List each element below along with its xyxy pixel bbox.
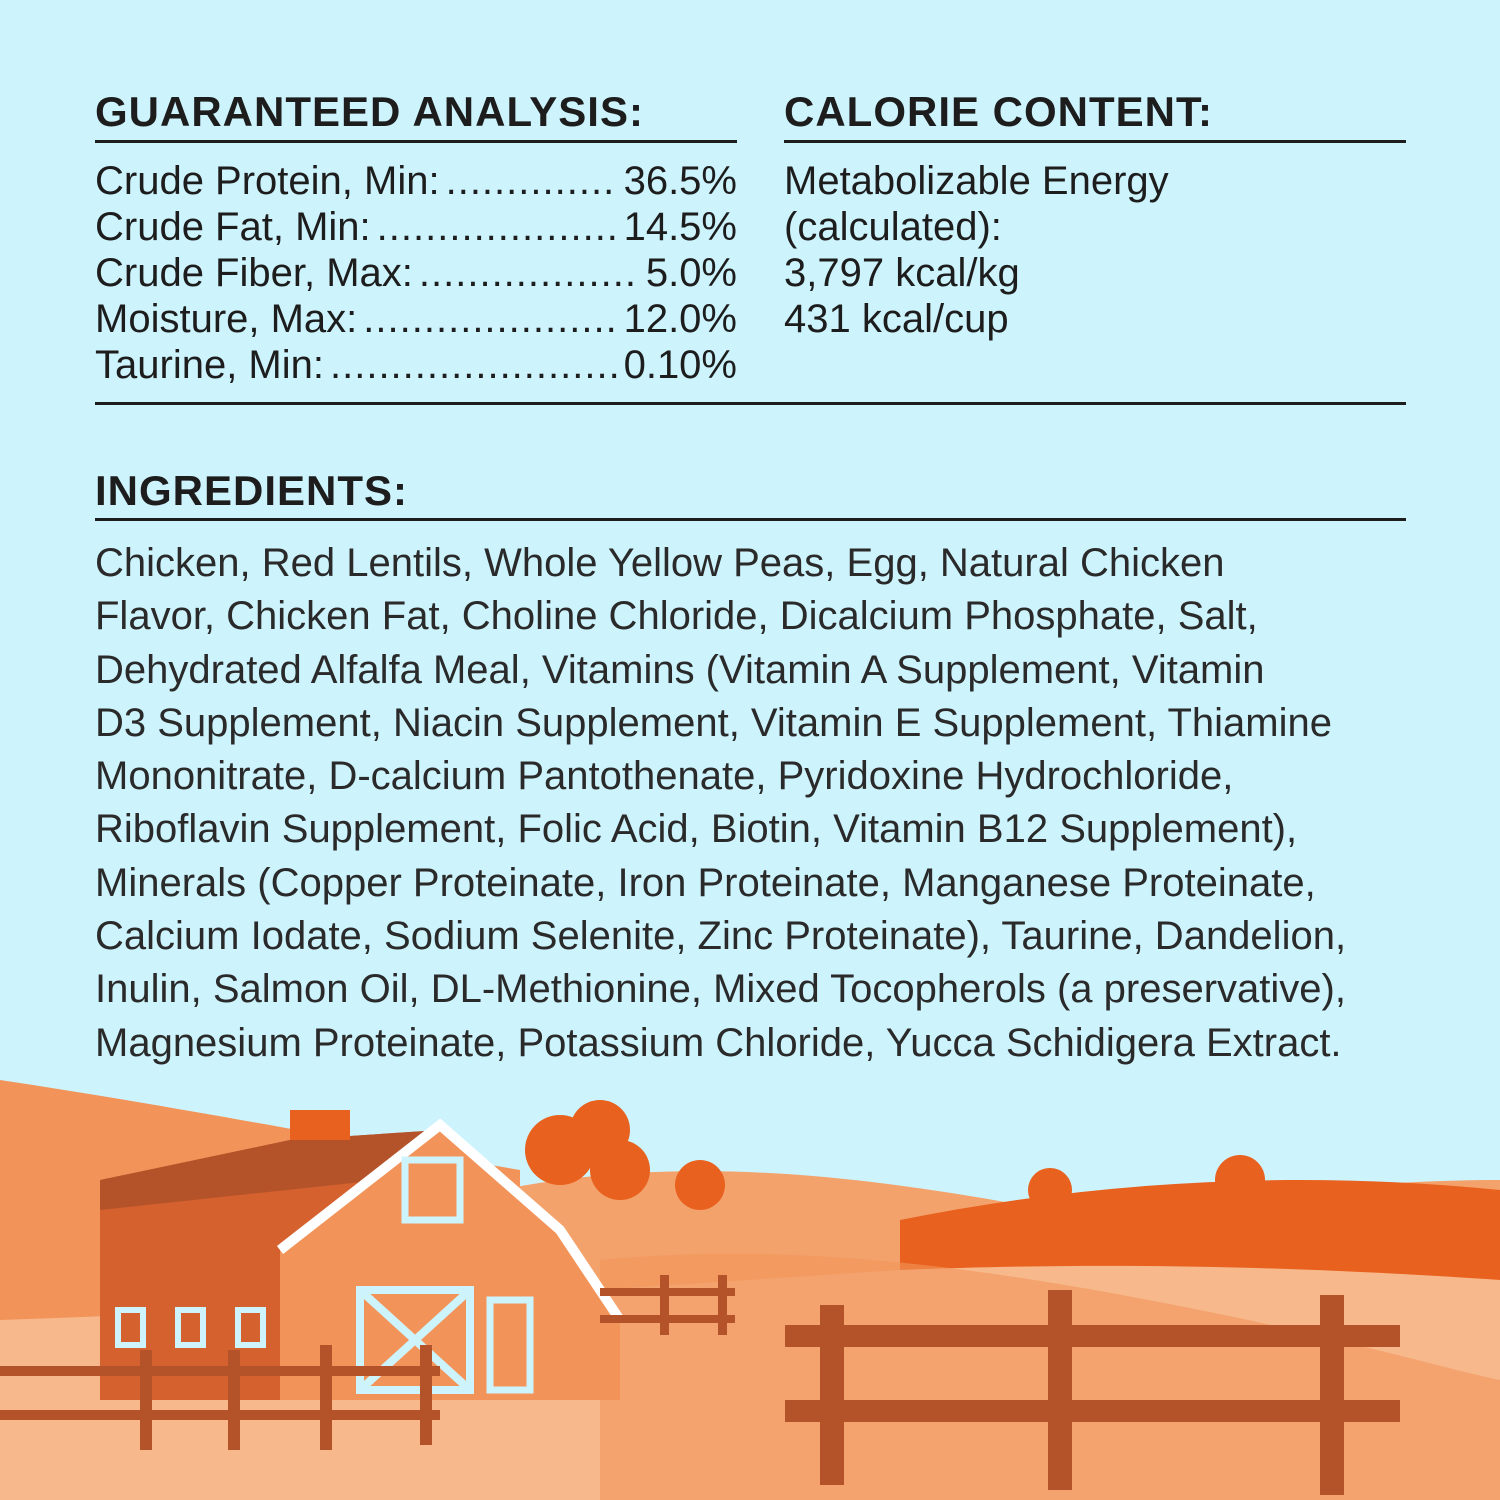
calorie-content: Metabolizable Energy (calculated): 3,797… xyxy=(784,158,1169,342)
analysis-row: Moisture, Max: 12.0% xyxy=(95,296,737,342)
dot-leader xyxy=(363,296,617,342)
analysis-label: Crude Fiber, Max: xyxy=(95,251,413,295)
dot-leader xyxy=(330,342,618,388)
ingredients-line: Riboflavin Supplement, Folic Acid, Bioti… xyxy=(95,807,1298,852)
analysis-label: Moisture, Max: xyxy=(95,297,358,341)
calorie-line: 3,797 kcal/kg xyxy=(784,251,1020,295)
analysis-label: Taurine, Min: xyxy=(95,343,324,387)
guaranteed-analysis-heading: GUARANTEED ANALYSIS: xyxy=(95,88,644,135)
divider xyxy=(95,518,1406,521)
divider xyxy=(95,402,1406,405)
ingredients-line: Chicken, Red Lentils, Whole Yellow Peas,… xyxy=(95,541,1225,585)
analysis-row: Crude Fat, Min: 14.5% xyxy=(95,204,737,250)
ingredients-heading: INGREDIENTS: xyxy=(95,467,409,514)
calorie-line: Metabolizable Energy xyxy=(784,159,1169,203)
guaranteed-analysis-table: Crude Protein, Min: 36.5% Crude Fat, Min:… xyxy=(95,158,737,388)
dot-leader xyxy=(446,158,618,204)
dot-leader xyxy=(419,250,640,296)
analysis-value: 5.0% xyxy=(645,251,737,295)
ingredients-list: Chicken, Red Lentils, Whole Yellow Peas,… xyxy=(95,537,1346,1070)
divider xyxy=(784,140,1406,143)
ingredients-line: Mononitrate, D-calcium Pantothenate, Pyr… xyxy=(95,754,1234,799)
fence xyxy=(0,1275,1400,1495)
ingredients-line: Calcium Iodate, Sodium Selenite, Zinc Pr… xyxy=(95,914,1347,959)
ingredients-line: Flavor, Chicken Fat, Choline Chloride, D… xyxy=(95,594,1258,639)
calorie-line: (calculated): xyxy=(784,205,1002,249)
analysis-label: Crude Fat, Min: xyxy=(95,205,371,249)
ingredients-line: Dehydrated Alfalfa Meal, Vitamins (Vitam… xyxy=(95,647,1265,692)
barn xyxy=(100,1110,625,1400)
trees xyxy=(525,1100,1370,1280)
ingredients-line: Magnesium Proteinate, Potassium Chloride… xyxy=(95,1020,1342,1065)
ingredients-line: D3 Supplement, Niacin Supplement, Vitami… xyxy=(95,700,1332,745)
analysis-row: Crude Protein, Min: 36.5% xyxy=(95,158,737,204)
ingredients-line: Minerals (Copper Proteinate, Iron Protei… xyxy=(95,860,1316,905)
analysis-label: Crude Protein, Min: xyxy=(95,159,440,203)
ingredients-line: Inulin, Salmon Oil, DL-Methionine, Mixed… xyxy=(95,967,1346,1012)
analysis-value: 14.5% xyxy=(623,205,737,249)
analysis-row: Taurine, Min: 0.10% xyxy=(95,342,737,388)
dot-leader xyxy=(377,204,618,250)
calorie-content-heading: CALORIE CONTENT: xyxy=(784,88,1213,135)
analysis-value: 12.0% xyxy=(623,297,737,341)
analysis-row: Crude Fiber, Max: 5.0% xyxy=(95,250,737,296)
analysis-value: 36.5% xyxy=(623,159,737,203)
analysis-value: 0.10% xyxy=(623,343,737,387)
divider xyxy=(95,140,737,143)
calorie-line: 431 kcal/cup xyxy=(784,297,1009,341)
farm-illustration xyxy=(0,1080,1500,1500)
